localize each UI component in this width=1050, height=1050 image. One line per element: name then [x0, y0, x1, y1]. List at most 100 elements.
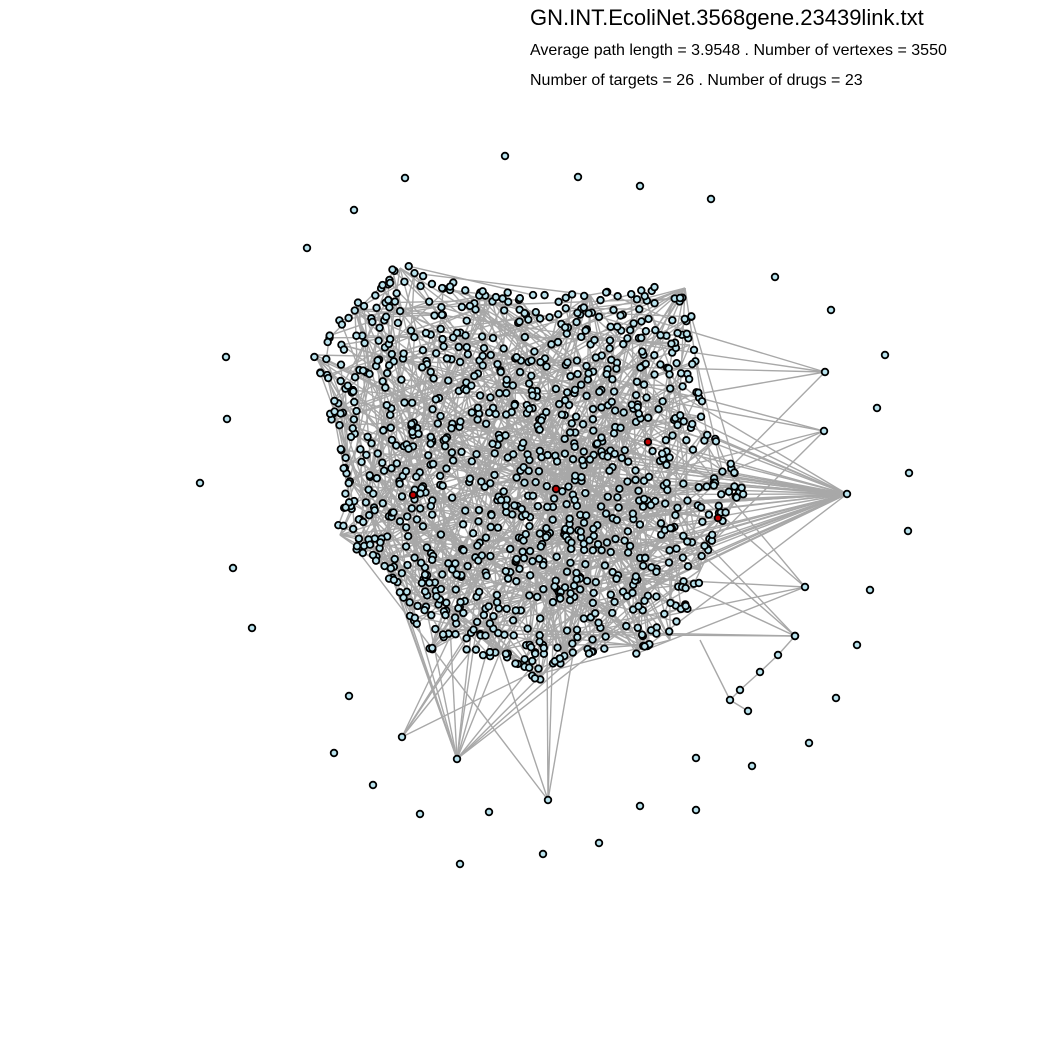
network-node [381, 383, 390, 392]
network-node [484, 602, 493, 611]
network-node [579, 291, 589, 301]
network-node [717, 490, 726, 499]
network-edge [379, 510, 466, 561]
network-node [553, 337, 563, 347]
network-node [668, 316, 677, 325]
network-node [718, 467, 727, 476]
network-node [330, 407, 339, 416]
network-node [555, 654, 565, 663]
network-node [543, 502, 552, 512]
network-node [594, 312, 604, 322]
network-node [438, 334, 447, 344]
network-node [488, 439, 497, 448]
network-node [430, 311, 439, 320]
network-node [395, 517, 405, 526]
network-node [520, 332, 530, 342]
network-node [472, 617, 482, 627]
network-node [498, 294, 507, 303]
network-edge [459, 361, 578, 507]
network-node [534, 467, 544, 476]
network-node [634, 409, 644, 418]
network-node [532, 592, 542, 602]
network-node [609, 429, 619, 438]
network-node [629, 319, 638, 328]
network-node [531, 307, 541, 317]
network-node [623, 527, 633, 536]
network-node [556, 594, 565, 603]
network-node [520, 478, 529, 487]
network-node [624, 457, 633, 466]
network-node [339, 345, 349, 354]
network-node [566, 589, 575, 598]
network-node [547, 340, 556, 349]
network-node [390, 297, 400, 306]
network-node [525, 455, 534, 465]
network-edge [356, 493, 848, 551]
network-node [350, 306, 359, 315]
network-node [368, 317, 377, 327]
isolated-node [635, 801, 645, 811]
network-node [410, 613, 420, 623]
network-node [561, 293, 570, 303]
network-node [447, 424, 456, 433]
network-node [600, 644, 609, 653]
network-node [703, 430, 712, 440]
network-node [552, 552, 561, 562]
network-node [623, 548, 633, 557]
network-node [679, 417, 688, 426]
network-node [360, 338, 369, 348]
network-edge [637, 371, 826, 406]
network-edge [777, 635, 796, 656]
network-node [581, 488, 590, 498]
network-node [572, 317, 581, 327]
network-node [676, 369, 686, 378]
network-node [647, 563, 656, 572]
network-node [682, 329, 692, 339]
network-edge [329, 336, 415, 339]
network-node [503, 574, 513, 583]
network-edge [699, 639, 731, 701]
network-node [589, 524, 598, 534]
network-edge [572, 493, 848, 496]
network-edge [414, 493, 848, 619]
network-node [531, 477, 540, 487]
network-node [597, 433, 606, 442]
network-node [436, 584, 446, 594]
network-node [623, 477, 632, 486]
network-node [431, 349, 441, 358]
network-node [427, 510, 437, 519]
network-node [654, 404, 663, 414]
network-node [638, 561, 648, 570]
network-node [478, 287, 487, 296]
network-node [470, 371, 479, 381]
network-node [639, 494, 649, 504]
network-node [688, 445, 698, 454]
network-node [435, 471, 445, 481]
network-node [533, 502, 543, 511]
network-node [474, 556, 483, 565]
network-node [652, 629, 661, 638]
network-node [694, 578, 704, 588]
network-node [385, 303, 394, 312]
network-node [661, 499, 670, 508]
network-node [646, 500, 656, 510]
network-node [628, 509, 638, 518]
network-edge [739, 671, 761, 691]
network-node [451, 585, 461, 594]
network-node [800, 582, 810, 592]
network-node [403, 532, 413, 541]
network-edge [481, 295, 486, 337]
network-node [359, 301, 369, 311]
network-node [588, 546, 598, 555]
network-node [505, 544, 515, 554]
network-node [644, 314, 653, 324]
network-edge [403, 353, 540, 669]
network-node [481, 419, 491, 428]
network-node [462, 645, 471, 654]
network-node [389, 575, 399, 585]
network-node [665, 370, 674, 379]
network-node [417, 578, 427, 588]
network-node [622, 621, 631, 631]
network-node [608, 608, 617, 618]
network-node [499, 344, 508, 353]
